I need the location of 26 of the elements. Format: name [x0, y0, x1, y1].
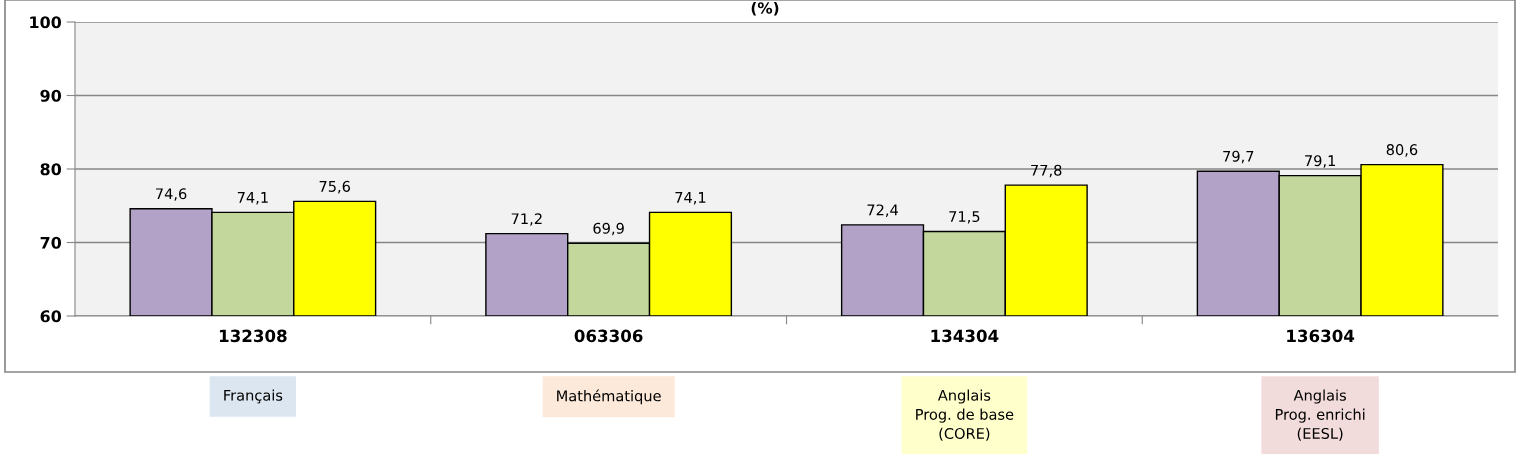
chart-title: (%)	[751, 2, 779, 16]
data-label: 75,6	[319, 180, 351, 194]
x-tick-label: 136304	[1287, 329, 1355, 343]
data-label: 69,9	[593, 222, 624, 236]
x-tick-label: 063306	[574, 329, 643, 343]
y-tick-label: 60	[40, 310, 62, 323]
data-label: 72,4	[867, 204, 898, 217]
text: Français	[224, 389, 283, 404]
text: Mathématique	[557, 389, 661, 405]
data-label: 77,8	[1031, 164, 1062, 178]
x-tick-label: 132308	[219, 329, 287, 343]
data-label: 79,1	[1305, 155, 1336, 168]
data-label: 71,5	[949, 211, 980, 224]
data-label: 71,2	[511, 213, 542, 226]
data-label: 74,6	[156, 188, 187, 201]
y-tick-label: 90	[40, 89, 62, 102]
text: Anglais Prog. enrichi (EESL)	[1275, 389, 1365, 441]
data-label: 74,1	[675, 192, 706, 205]
text: Anglais Prog. de base (CORE)	[916, 389, 1014, 441]
y-tick-label: 100	[30, 16, 62, 29]
y-tick-label: 70	[40, 236, 62, 249]
y-tick-label: 80	[40, 163, 62, 176]
data-label: 79,7	[1223, 150, 1254, 164]
data-label: 80,6	[1386, 144, 1418, 157]
x-tick-label: 134304	[931, 329, 999, 343]
data-label: 74,1	[237, 192, 268, 205]
